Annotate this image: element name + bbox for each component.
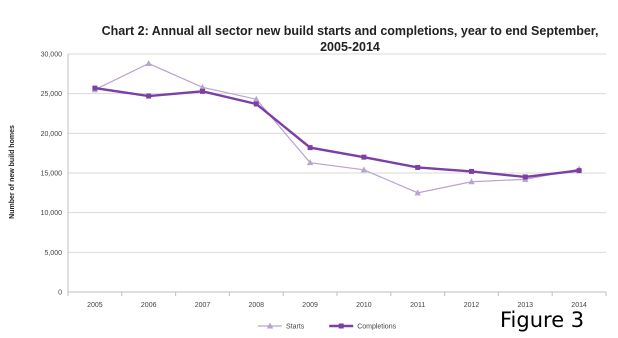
legend: Starts Completions [258,322,397,331]
x-tick-label: 2005 [87,302,103,309]
data-point-starts [414,189,421,196]
data-point-completions [469,168,474,174]
data-point-completions [576,168,582,174]
y-tick-label: 5,000 [44,250,62,257]
data-point-starts [360,166,368,173]
data-point-completions [200,88,205,94]
x-tick-label: 2006 [141,302,157,309]
series-completions [92,85,582,180]
legend-swatch-marker [266,322,274,329]
gridlines [68,53,606,253]
x-tick-label: 2012 [464,302,480,309]
legend-label: Completions [357,324,396,331]
figure-caption: Figure 3 [500,308,585,332]
series-starts [91,60,583,196]
axes [67,54,607,296]
series-group [91,60,583,196]
data-point-starts [306,159,314,166]
chart-title-line-1: Chart 2: Annual all sector new build sta… [102,24,599,38]
legend-label: Starts [286,324,305,331]
x-tick-label: 2014 [571,302,587,309]
x-tick-label: 2010 [356,302,372,309]
y-tick-label: 30,000 [41,52,63,59]
y-tick-label: 0 [58,290,62,297]
x-tick-label: 2011 [410,302,425,309]
data-point-completions [415,164,421,170]
y-tick-label: 15,000 [41,171,63,178]
legend-item-starts: Starts [258,322,305,331]
y-tick-label: 25,000 [41,91,63,98]
data-point-completions [146,93,152,99]
data-point-starts [253,95,260,102]
data-point-starts [199,83,206,90]
legend-item-completions: Completions [329,323,397,331]
data-point-completions [92,85,98,91]
x-tick-label: 2007 [195,302,211,309]
data-point-completions [522,174,528,180]
data-point-completions [253,101,259,107]
chart-title-line-2: 2005-2014 [320,40,380,54]
y-tick-label: 20,000 [41,131,63,138]
data-point-starts [145,60,152,67]
series-line-completions [94,86,580,179]
x-tick-label: 2013 [518,302,534,309]
x-tick-label: 2009 [302,302,318,309]
legend-swatch-marker [338,323,344,329]
data-point-completions [307,145,313,151]
data-point-completions [361,154,367,160]
data-point-starts [468,178,475,185]
x-tick-labels: 2005 2006 2007 2008 2009 2010 2011 2012 2013 2014 [87,302,587,309]
y-axis-label: Number of new build homes [9,125,16,219]
series-line-starts [94,62,580,194]
x-tick-label: 2008 [249,302,265,309]
y-tick-label: 10,000 [41,210,63,217]
y-tick-labels: 0 5,000 10,000 15,000 20,000 25,000 30,000 [41,52,63,297]
